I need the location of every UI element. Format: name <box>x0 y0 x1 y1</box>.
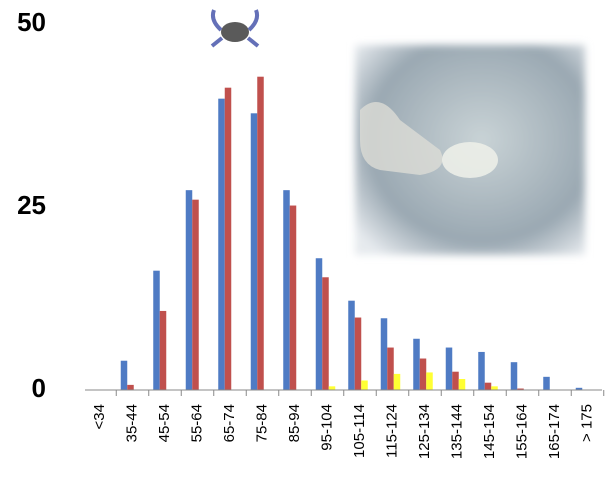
bar <box>218 98 225 390</box>
x-tick-label: 125-134 <box>416 404 433 459</box>
bar <box>510 362 518 390</box>
bar <box>153 270 160 390</box>
bar <box>419 358 427 390</box>
y-tick-label: 25 <box>17 190 46 220</box>
bar <box>322 277 329 390</box>
bar <box>185 190 193 390</box>
x-tick-label: 145-154 <box>481 404 498 459</box>
bar <box>361 380 368 390</box>
bar <box>380 318 388 390</box>
x-tick-label: 105-114 <box>351 404 368 458</box>
bar <box>315 258 323 390</box>
bar <box>387 347 394 390</box>
x-tick-label: > 175 <box>578 404 595 442</box>
x-tick-label: 95-104 <box>318 404 335 451</box>
bar <box>289 205 297 390</box>
x-tick-label: 155-164 <box>513 404 530 459</box>
y-tick-label: 50 <box>17 7 46 37</box>
bar <box>491 386 498 390</box>
bar <box>250 113 258 390</box>
x-tick-label: 35-44 <box>123 404 140 442</box>
bar <box>543 376 550 390</box>
bar <box>458 379 466 390</box>
bar <box>426 372 433 390</box>
bar <box>478 351 485 390</box>
x-tick-label: 85-94 <box>286 404 303 442</box>
x-tick-label: 65-74 <box>221 404 238 442</box>
bar <box>224 87 232 391</box>
crab-icon <box>210 9 260 48</box>
x-tick-label: 135-144 <box>448 404 465 459</box>
bar <box>257 76 264 390</box>
photo <box>355 45 585 255</box>
bar <box>413 338 420 390</box>
bar <box>575 387 583 390</box>
bar <box>517 388 524 390</box>
x-tick-label: 55-64 <box>188 404 205 442</box>
bar <box>445 347 453 390</box>
x-tick-label: 115-124 <box>383 404 400 458</box>
bar <box>127 384 134 390</box>
x-tick-label: <34 <box>91 404 108 429</box>
bar <box>452 371 459 390</box>
x-tick-label: 75-84 <box>253 404 270 442</box>
bar <box>120 360 128 390</box>
bar <box>348 300 355 390</box>
bar <box>393 373 401 390</box>
y-tick-label: 0 <box>32 373 46 403</box>
bar <box>159 310 167 390</box>
bar <box>192 199 199 390</box>
bar <box>484 382 492 390</box>
bar <box>328 386 336 390</box>
bar <box>283 190 290 390</box>
x-tick-label: 45-54 <box>156 404 173 442</box>
x-tick-label: 165-174 <box>546 404 563 459</box>
bar <box>354 317 362 390</box>
